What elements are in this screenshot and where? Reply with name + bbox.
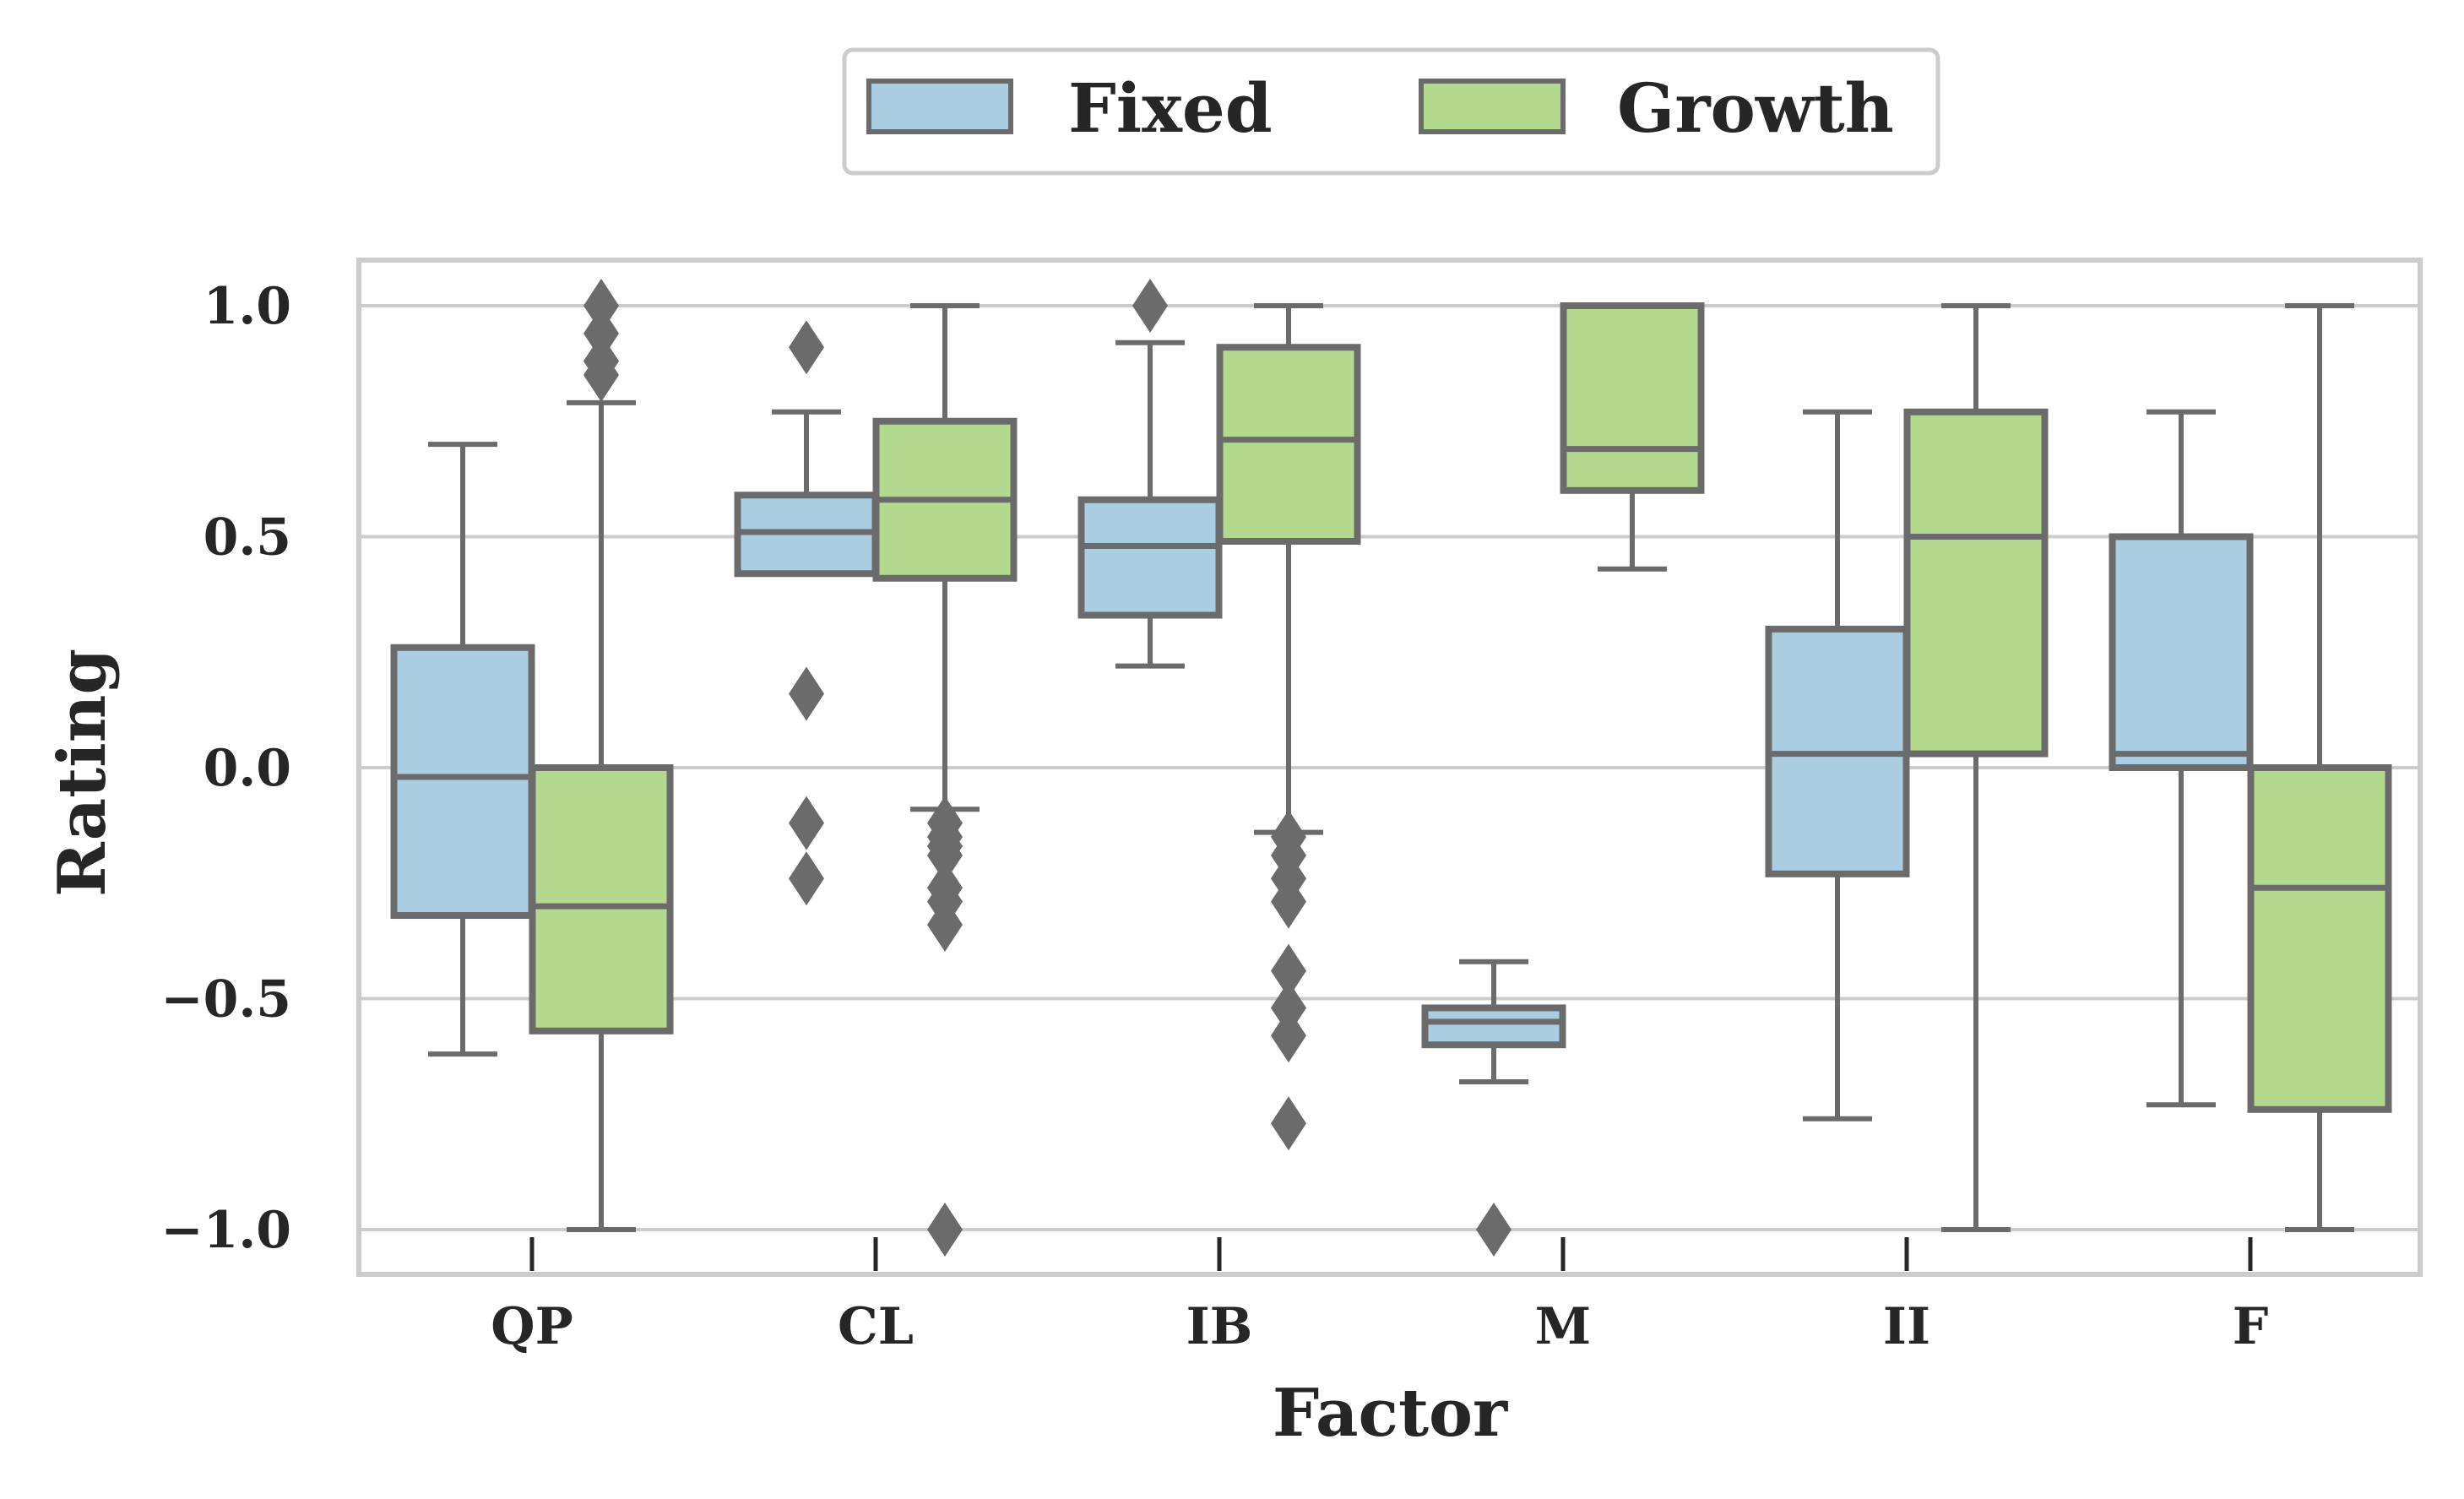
gridlines: [359, 304, 2420, 1231]
outlier-point: [1271, 1096, 1306, 1151]
x-tick-label: F: [2233, 1297, 2269, 1356]
outlier-point: [1271, 874, 1306, 929]
outlier-point: [927, 828, 963, 883]
outlier-point: [583, 334, 619, 388]
x-tick-label: CL: [838, 1297, 914, 1356]
legend-label-growth: Growth: [1617, 68, 1894, 148]
legend-label-fixed: Fixed: [1068, 68, 1273, 148]
x-tick-label: II: [1883, 1297, 1930, 1356]
box-group-fixed-f: [2109, 409, 2254, 1108]
box: [1077, 496, 1223, 619]
outlier-point: [927, 1203, 963, 1257]
legend: Fixed Growth: [842, 47, 1940, 176]
x-tick-label: QP: [491, 1297, 573, 1356]
outlier-point: [1271, 980, 1306, 1035]
box: [1903, 408, 2049, 758]
box-group-fixed-ib: [1077, 279, 1223, 669]
box-group-growth-f: [2247, 303, 2392, 1232]
y-tick-label: −1.0: [160, 1201, 291, 1260]
box-group-growth-qp: [529, 279, 674, 1232]
box: [390, 644, 535, 920]
outlier-point: [1271, 1008, 1306, 1063]
x-axis: QP CL IB M II F: [491, 1237, 2268, 1356]
outlier-point: [583, 306, 619, 361]
outlier-point: [1271, 943, 1306, 998]
outlier-point: [789, 666, 824, 721]
outlier-point: [927, 897, 963, 952]
box-group-fixed-ii: [1765, 409, 1910, 1122]
y-tick-label: −0.5: [160, 970, 291, 1029]
y-tick-label: 0.5: [204, 508, 291, 568]
box: [2109, 533, 2254, 771]
box: [1560, 302, 1705, 494]
outlier-point: [789, 796, 824, 850]
legend-swatch-fixed: [866, 79, 1013, 134]
x-axis-label: Factor: [1273, 1375, 1508, 1452]
legend-swatch-growth: [1419, 79, 1566, 134]
outlier-point: [789, 851, 824, 906]
outlier-point: [789, 320, 824, 375]
box-group-growth-m: [1560, 302, 1705, 572]
x-tick-label: IB: [1186, 1297, 1253, 1356]
box: [1421, 1004, 1566, 1049]
outlier-point: [1476, 1203, 1512, 1257]
box-group-fixed-cl: [734, 320, 879, 906]
box: [529, 764, 674, 1035]
outlier-point: [1132, 279, 1168, 333]
y-tick-label: 1.0: [204, 277, 291, 336]
y-tick-label: 0.0: [204, 739, 291, 798]
outlier-point: [583, 279, 619, 333]
x-tick-label: M: [1535, 1297, 1591, 1356]
box: [1216, 344, 1361, 545]
y-axis-label: Rating: [44, 649, 121, 897]
box-group-growth-ib: [1216, 303, 1361, 1151]
box-group-fixed-m: [1421, 959, 1566, 1257]
legend-frame: [842, 47, 1940, 176]
box-group-growth-cl: [872, 303, 1018, 1257]
plot-frame: [356, 258, 2423, 1277]
box-group-growth-ii: [1903, 303, 2049, 1232]
box: [2247, 764, 2392, 1113]
boxes: [390, 279, 2392, 1257]
y-axis: −1.0 −0.5 0.0 0.5 1.0: [160, 277, 291, 1260]
